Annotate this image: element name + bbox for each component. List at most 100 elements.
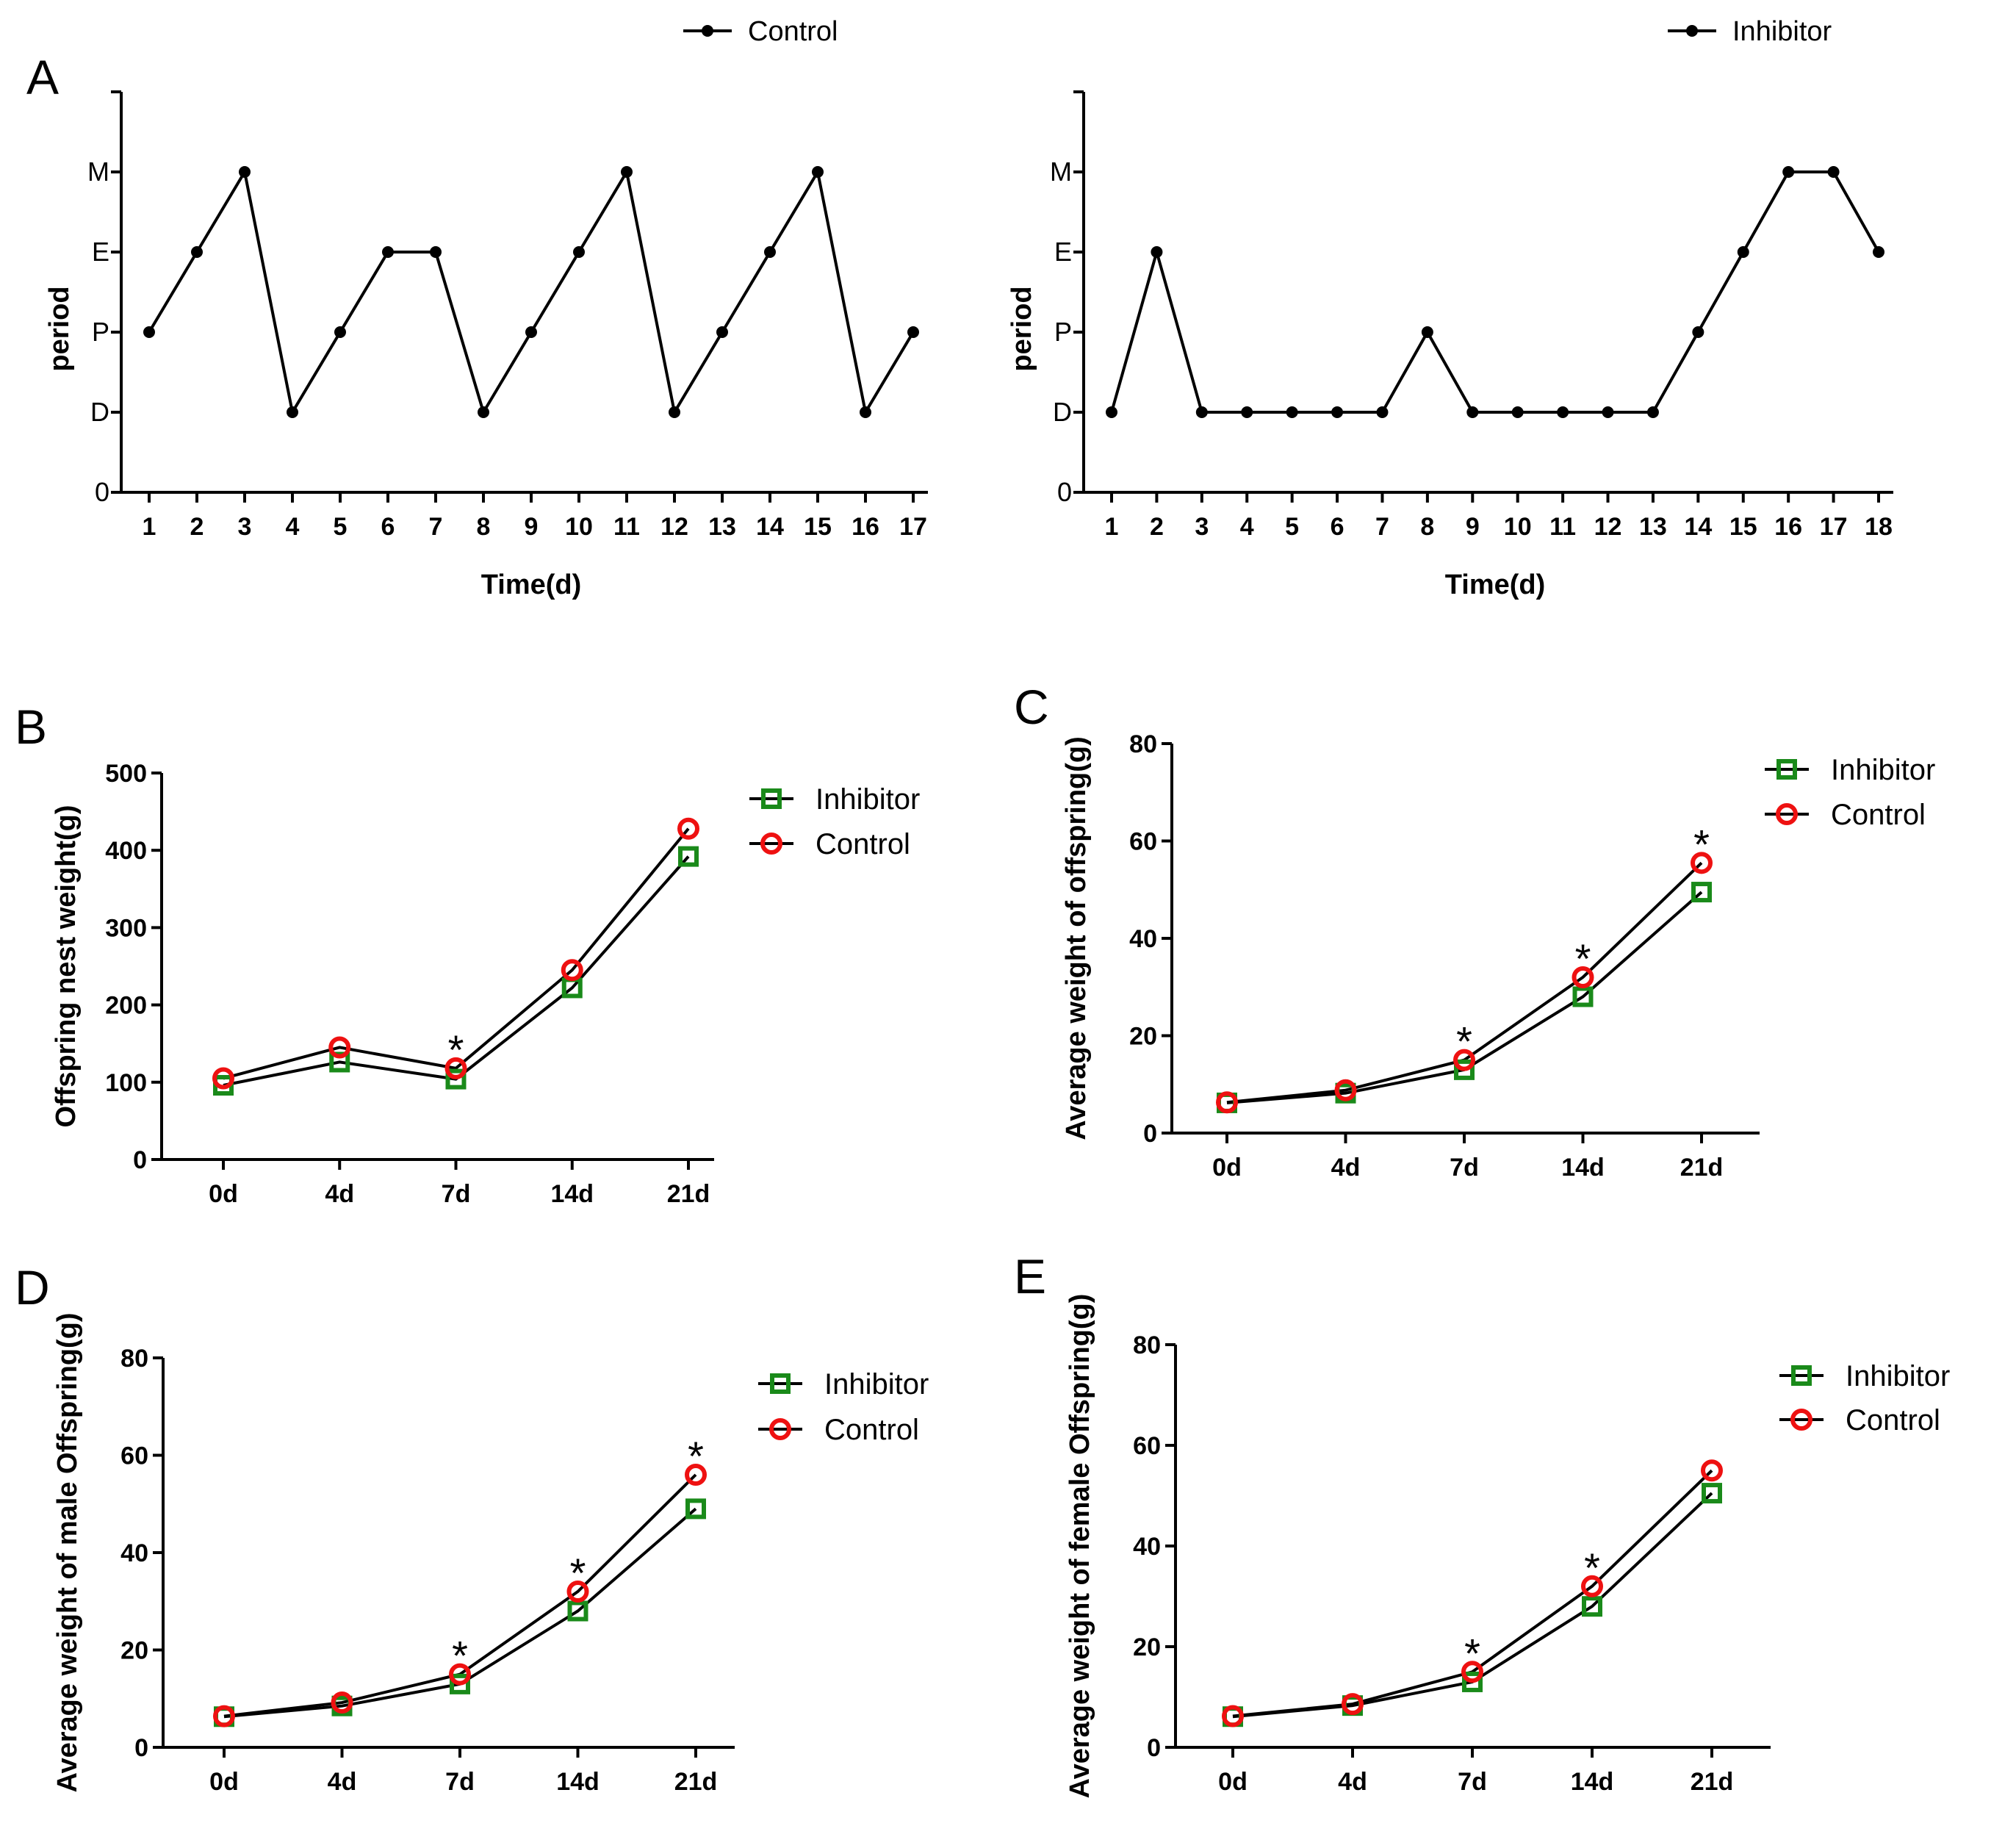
y-tick-label: 0 <box>133 1146 147 1174</box>
data-point-inhibitor <box>685 1498 706 1520</box>
x-tick-label: 7 <box>1375 513 1389 541</box>
data-point-control <box>566 1581 589 1603</box>
y-tick-label: 0 <box>1143 1120 1157 1148</box>
data-point-inhibitor <box>1791 1365 1812 1386</box>
x-tick-label: 7d <box>1458 1768 1487 1796</box>
y-tick-label: 500 <box>105 760 147 788</box>
x-tick-label: 0d <box>209 1180 238 1208</box>
data-point-control <box>213 1705 235 1727</box>
x-tick-label: 15 <box>1729 513 1757 541</box>
y-tick-label: 60 <box>120 1442 148 1470</box>
x-tick-label: 6 <box>381 513 395 541</box>
y-tick-label: 80 <box>1129 730 1157 758</box>
data-point <box>1286 406 1298 418</box>
legend: Inhibitor Control <box>1779 1360 1950 1437</box>
y-axis-label: Average weight of male Offspring(g) <box>52 1312 83 1792</box>
legend-label-control: Control <box>1831 799 1926 831</box>
data-point-control <box>561 959 583 982</box>
data-point-inhibitor <box>1454 1059 1475 1080</box>
y-tick-label: 0 <box>134 1734 148 1762</box>
x-tick-label: 16 <box>1774 513 1802 541</box>
y-axis-label: Average weight of female Offspring(g) <box>1065 1294 1095 1799</box>
data-point-control <box>1216 1091 1238 1114</box>
x-tick-label: 4d <box>1331 1154 1361 1182</box>
legend-label: Control <box>748 16 838 47</box>
x-tick-label: 10 <box>565 513 593 541</box>
data-point <box>1331 406 1344 418</box>
x-tick-label: 13 <box>708 513 736 541</box>
data-point-control <box>1342 1693 1364 1716</box>
data-point <box>573 246 585 258</box>
x-tick-label: 21d <box>1691 1768 1734 1796</box>
y-tick-label: 300 <box>105 914 147 942</box>
data-point <box>1557 406 1569 418</box>
legend-label-inhibitor: Inhibitor <box>824 1368 929 1401</box>
x-tick-label: 15 <box>804 513 832 541</box>
data-point-control <box>769 1418 791 1440</box>
x-tick-label: 17 <box>899 513 927 541</box>
series-line-control <box>148 168 915 417</box>
data-point <box>1873 246 1884 258</box>
x-tick-label: 16 <box>852 513 879 541</box>
y-tick-label: 400 <box>105 837 147 865</box>
series-line-control <box>223 1473 697 1718</box>
data-point-inhibitor <box>329 1051 350 1073</box>
x-tick-label: 10 <box>1504 513 1532 541</box>
y-axis-label: Average weight of offspring(g) <box>1061 736 1092 1140</box>
data-point <box>1376 406 1389 418</box>
data-point-control <box>1453 1049 1475 1071</box>
data-point-inhibitor <box>770 1373 791 1394</box>
y-tick-label: E <box>92 237 109 267</box>
data-point <box>1827 166 1840 178</box>
data-point-control <box>1701 1459 1723 1482</box>
legend: Inhibitor Control <box>1765 754 1935 831</box>
panel-letter-a: A <box>26 50 59 104</box>
data-point-control <box>444 1057 467 1079</box>
x-tick-label: 3 <box>238 513 252 541</box>
data-point-inhibitor <box>1572 986 1594 1007</box>
data-point <box>1151 246 1163 258</box>
legend-marker <box>1686 25 1698 37</box>
legend-label-control: Control <box>1846 1404 1940 1437</box>
y-tick-label: 100 <box>105 1069 147 1097</box>
x-tick-label: 7d <box>445 1768 475 1796</box>
data-point-control <box>760 833 782 855</box>
significance-star: * <box>688 1433 704 1479</box>
data-point <box>287 406 298 418</box>
significance-star: * <box>1456 1018 1472 1065</box>
data-point <box>716 326 728 338</box>
data-point <box>1195 406 1208 418</box>
x-tick-label: 14d <box>550 1180 594 1208</box>
x-tick-label: 2 <box>1150 513 1164 541</box>
y-tick-label: 40 <box>120 1539 148 1567</box>
data-point <box>1692 326 1704 338</box>
x-tick-label: 8 <box>1420 513 1434 541</box>
series-line-inhibitor <box>223 1507 697 1719</box>
data-point-control <box>212 1067 234 1090</box>
x-tick-label: 12 <box>1594 513 1622 541</box>
panel-letter-b: B <box>15 700 47 754</box>
data-point-control <box>1334 1079 1357 1101</box>
y-tick-label: 60 <box>1129 828 1157 856</box>
data-point-inhibitor <box>1582 1596 1602 1617</box>
series-line-control <box>1226 861 1703 1104</box>
data-point-control <box>328 1036 351 1059</box>
x-axis-label: Time(d) <box>1445 569 1546 600</box>
legend-label-inhibitor: Inhibitor <box>1846 1360 1950 1392</box>
x-tick-label: 6 <box>1331 513 1344 541</box>
x-tick-label: 17 <box>1820 513 1848 541</box>
legend-label-control: Control <box>824 1414 919 1446</box>
legend: Control <box>683 16 838 47</box>
x-tick-label: 0d <box>1218 1768 1248 1796</box>
data-point-control <box>1790 1409 1812 1431</box>
data-point <box>812 166 824 178</box>
data-point <box>1646 406 1659 418</box>
data-point <box>1421 326 1433 338</box>
y-tick-label: 20 <box>1133 1633 1161 1661</box>
x-tick-label: 1 <box>143 513 156 541</box>
data-point-inhibitor <box>1462 1671 1483 1692</box>
significance-star: * <box>1575 935 1591 982</box>
series-line-inhibitor <box>1110 170 1880 414</box>
x-tick-label: 8 <box>477 513 491 541</box>
